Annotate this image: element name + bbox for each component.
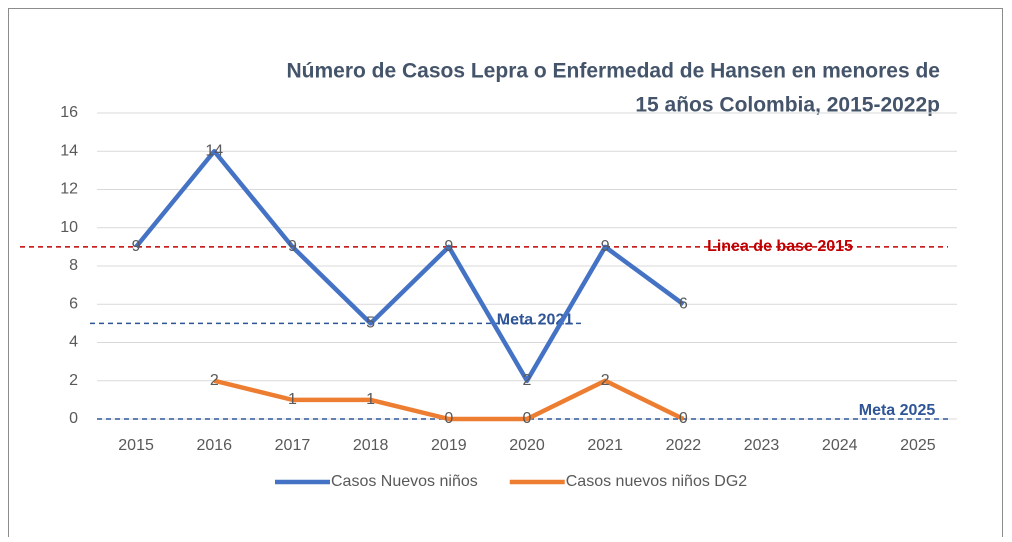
x-tick-label: 2015 (118, 437, 154, 454)
data-label: 0 (679, 410, 688, 427)
data-label: 2 (601, 372, 610, 389)
x-tick-label: 2016 (196, 437, 232, 454)
data-label: 2 (210, 372, 219, 389)
y-tick-label: 4 (69, 334, 78, 351)
data-label: 14 (205, 142, 223, 159)
chart-title: 15 años Colombia, 2015-2022p (635, 94, 940, 117)
legend-label: Casos nuevos niños DG2 (566, 473, 748, 490)
y-tick-label: 6 (69, 295, 78, 312)
y-tick-label: 8 (69, 257, 78, 274)
x-tick-label: 2022 (666, 437, 702, 454)
data-label: 0 (444, 410, 453, 427)
y-tick-label: 0 (69, 410, 78, 427)
x-tick-label: 2023 (744, 437, 780, 454)
data-label: 1 (366, 391, 375, 408)
data-label: 1 (288, 391, 297, 408)
x-tick-label: 2021 (587, 437, 623, 454)
data-label: 2 (523, 372, 532, 389)
y-tick-label: 16 (60, 104, 78, 121)
reference-label: Meta 2021 (497, 312, 574, 329)
data-label: 9 (444, 238, 453, 255)
reference-label: Meta 2025 (859, 402, 936, 419)
x-tick-label: 2019 (431, 437, 467, 454)
y-tick-label: 14 (60, 142, 78, 159)
series-line (213, 378, 685, 422)
x-tick-label: 2018 (353, 437, 389, 454)
y-tick-label: 10 (60, 219, 78, 236)
chart-title: Número de Casos Lepra o Enfermedad de Ha… (286, 60, 940, 83)
x-tick-label: 2020 (509, 437, 545, 454)
data-label: 6 (679, 295, 688, 312)
series-line (134, 149, 685, 383)
data-label: 0 (523, 410, 532, 427)
x-tick-label: 2017 (275, 437, 311, 454)
reference-label: Linea de base 2015 (707, 238, 853, 255)
data-label: 9 (132, 238, 141, 255)
legend-label: Casos Nuevos niños (331, 473, 478, 490)
data-label: 5 (366, 315, 375, 332)
data-label: 9 (601, 238, 610, 255)
chart-border (8, 8, 1003, 542)
x-tick-label: 2025 (900, 437, 936, 454)
y-tick-label: 12 (60, 181, 78, 198)
data-label: 9 (288, 238, 297, 255)
x-tick-label: 2024 (822, 437, 858, 454)
y-tick-label: 2 (69, 372, 78, 389)
